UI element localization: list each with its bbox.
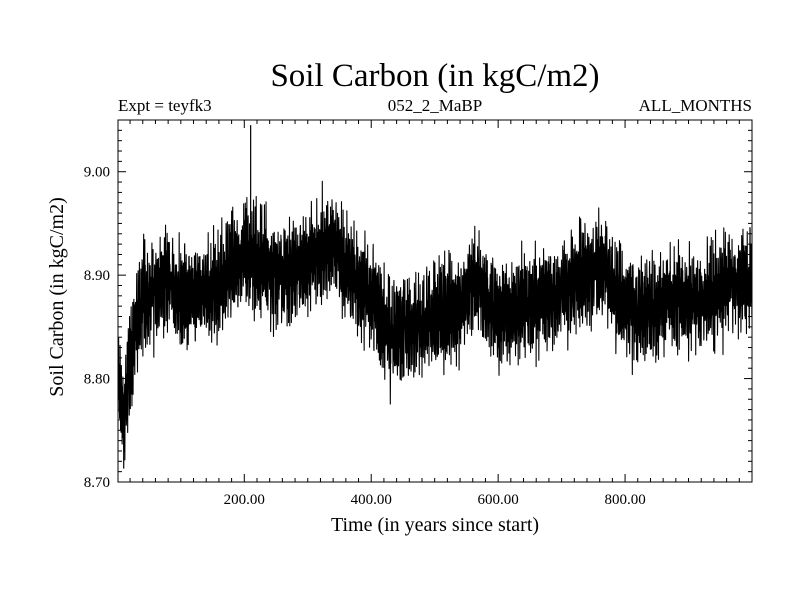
x-tick-label: 400.00	[351, 492, 392, 508]
x-tick-label: 800.00	[604, 492, 645, 508]
x-axis-label: Time (in years since start)	[331, 514, 539, 536]
y-tick-label: 8.70	[84, 475, 110, 491]
axis-ticks	[118, 119, 752, 483]
y-tick-label: 8.80	[84, 372, 110, 388]
series-line-soil-carbon	[117, 180, 753, 461]
y-tick-label: 9.00	[84, 165, 110, 181]
data-series	[117, 125, 753, 469]
x-tick-label: 200.00	[224, 492, 265, 508]
x-tick-label: 600.00	[478, 492, 519, 508]
chart-title: Soil Carbon (in kgC/m2)	[270, 58, 599, 94]
expt-label: Expt = teyfk3	[118, 96, 212, 115]
months-label: ALL_MONTHS	[639, 96, 752, 115]
period-label: 052_2_MaBP	[388, 96, 482, 115]
y-axis-label: Soil Carbon (in kgC/m2)	[46, 197, 68, 396]
y-tick-label: 8.90	[84, 268, 110, 284]
tick-labels: 200.00 400.00 600.00 800.00 8.70 8.80 8.90 9.00	[84, 165, 646, 508]
